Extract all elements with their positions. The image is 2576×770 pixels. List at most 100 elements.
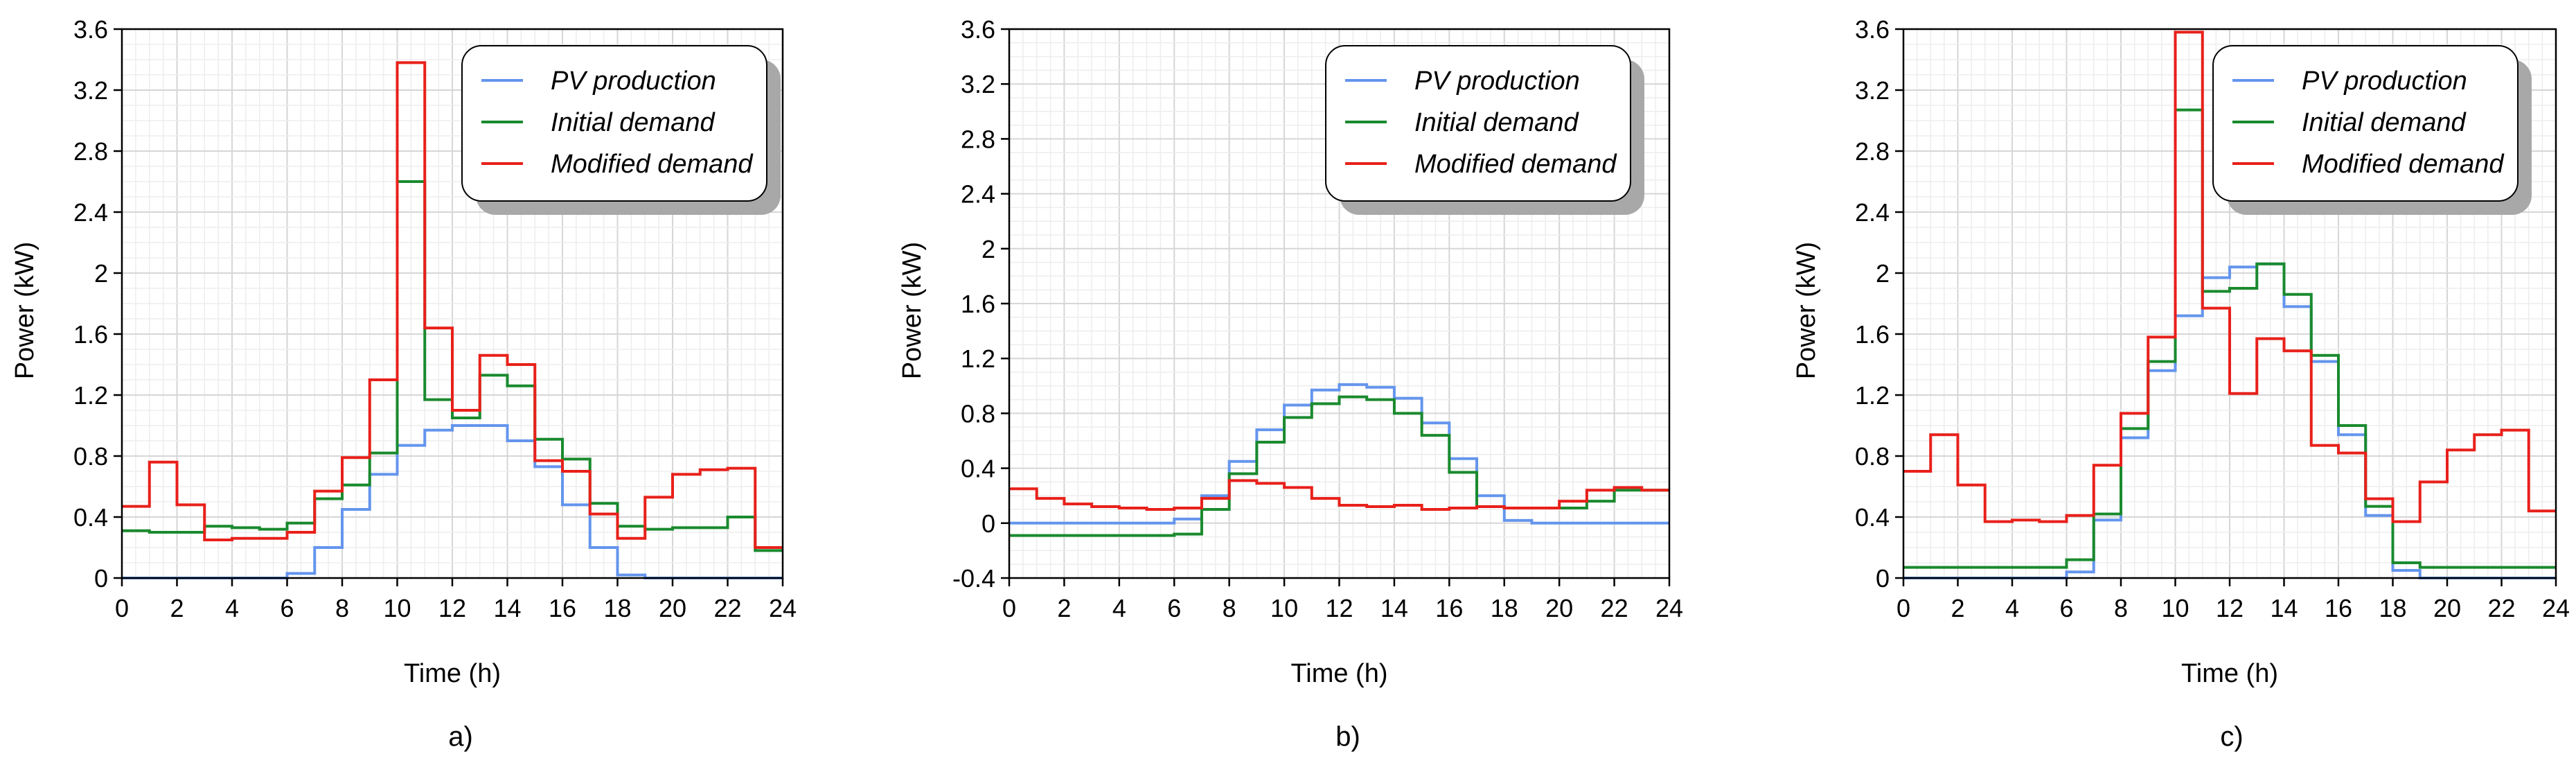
x-tick-label: 18 [1491,594,1518,622]
x-tick-label: 12 [2216,594,2244,622]
panel-label: c) [2220,721,2243,752]
x-tick-label: 8 [1223,594,1236,622]
legend-label-modified: Modified demand [551,150,754,179]
y-tick-label: 3.6 [1855,15,1890,44]
legend-label-initial: Initial demand [2302,108,2467,137]
x-tick-label: 4 [225,594,239,622]
x-tick-label: 0 [1897,594,1910,622]
y-tick-label: 0.8 [73,442,108,471]
y-tick-label: 2.4 [73,198,108,227]
panel-label: a) [448,721,473,752]
legend-label-modified: Modified demand [1414,150,1617,179]
legend-label-modified: Modified demand [2302,150,2505,179]
y-tick-label: 0.4 [73,503,108,532]
y-tick-label: 2.4 [1855,198,1890,227]
y-tick-label: 3.6 [73,15,108,44]
y-tick-label: 1.6 [961,290,995,318]
y-tick-label: 0.4 [961,455,995,483]
chart-panel-c: 0 2 4 6 8 10 12 14 16 18 20 22 2400.40.81.21.622.42.… [1792,15,2570,752]
chart-panel-b: 0 2 4 6 8 10 12 14 16 18 20 22 24-0.400.40.81.21.622… [898,15,1683,752]
series-initial-line [1903,108,2556,569]
y-tick-label: 2.8 [961,125,995,153]
y-tick-label: 0.8 [1855,442,1890,471]
series-modified-line [1009,479,1669,511]
x-tick-label: 4 [1112,594,1126,622]
y-axis-title: Power (kW) [1792,242,1821,379]
y-tick-label: 3.6 [961,15,995,44]
legend: PV production Initial demand Modified dema… [2212,45,2532,215]
x-tick-label: 12 [438,594,466,622]
x-tick-label: 6 [280,594,294,622]
legend-box [1325,45,1631,202]
x-tick-label: 24 [769,594,797,622]
x-tick-label: 2 [1951,594,1964,622]
y-tick-label: 0 [981,509,995,538]
y-tick-label: 1.6 [73,320,108,349]
y-tick-label: 1.2 [1855,381,1890,410]
y-tick-label: 0 [94,564,108,593]
x-tick-label: 2 [1057,594,1071,622]
y-tick-label: 2.4 [961,180,995,209]
x-tick-label: 16 [549,594,576,622]
y-tick-label: 0 [1876,564,1890,593]
series-pv-line [1903,262,2556,579]
x-tick-label: 4 [2005,594,2019,622]
x-tick-label: 10 [1270,594,1298,622]
y-tick-label: 1.2 [961,344,995,373]
x-tick-label: 10 [383,594,411,622]
x-tick-label: 20 [2433,594,2461,622]
legend-label-pv: PV production [1414,67,1580,96]
y-tick-label: 2 [94,259,108,288]
y-tick-label: -0.4 [952,564,995,593]
x-tick-label: 8 [2114,594,2128,622]
x-tick-label: 6 [1167,594,1181,622]
y-tick-label: 3.2 [961,70,995,98]
y-tick-label: 3.2 [73,76,108,105]
x-tick-label: 12 [1325,594,1353,622]
y-tick-label: 2 [981,235,995,263]
x-tick-label: 24 [1655,594,1683,622]
x-tick-label: 0 [1002,594,1016,622]
y-tick-label: 0.4 [1855,503,1890,532]
x-tick-label: 14 [493,594,521,622]
y-axis-title: Power (kW) [898,242,927,379]
x-axis-title: Time (h) [1290,659,1387,688]
legend-label-pv: PV production [551,67,716,96]
panel-label: b) [1335,721,1360,752]
x-axis-title: Time (h) [404,659,501,688]
legend-box [2212,45,2519,202]
y-tick-label: 2.8 [1855,137,1890,166]
x-tick-label: 14 [1380,594,1408,622]
y-tick-label: 2.8 [73,137,108,166]
x-tick-label: 10 [2161,594,2189,622]
legend-label-initial: Initial demand [551,108,716,137]
x-tick-label: 22 [713,594,741,622]
x-tick-label: 16 [1435,594,1463,622]
x-tick-label: 2 [170,594,184,622]
x-tick-label: 22 [1601,594,1628,622]
x-tick-label: 0 [115,594,129,622]
y-tick-label: 0.8 [961,399,995,428]
x-tick-label: 20 [1545,594,1573,622]
series-pv-line [1009,383,1669,525]
x-tick-label: 20 [659,594,686,622]
x-tick-label: 16 [2325,594,2352,622]
x-tick-label: 14 [2270,594,2298,622]
legend: PV production Initial demand Modified dema… [1325,45,1644,215]
series-modified-line [1903,30,2556,523]
x-tick-label: 18 [2379,594,2406,622]
x-tick-label: 18 [603,594,631,622]
x-tick-label: 22 [2487,594,2515,622]
x-tick-label: 24 [2542,594,2570,622]
y-tick-label: 3.2 [1855,76,1890,105]
chart-panel-a: 0 2 4 6 8 10 12 14 16 18 20 22 2400.40.81.21.622.42.… [10,15,797,752]
y-tick-label: 1.6 [1855,320,1890,349]
legend: PV production Initial demand Modified dema… [461,45,781,215]
x-axis-title: Time (h) [2181,659,2278,688]
legend-box [461,45,767,202]
y-tick-label: 2 [1876,259,1890,288]
series-modified-line [122,61,783,549]
x-tick-label: 8 [335,594,349,622]
legend-label-pv: PV production [2302,67,2467,96]
